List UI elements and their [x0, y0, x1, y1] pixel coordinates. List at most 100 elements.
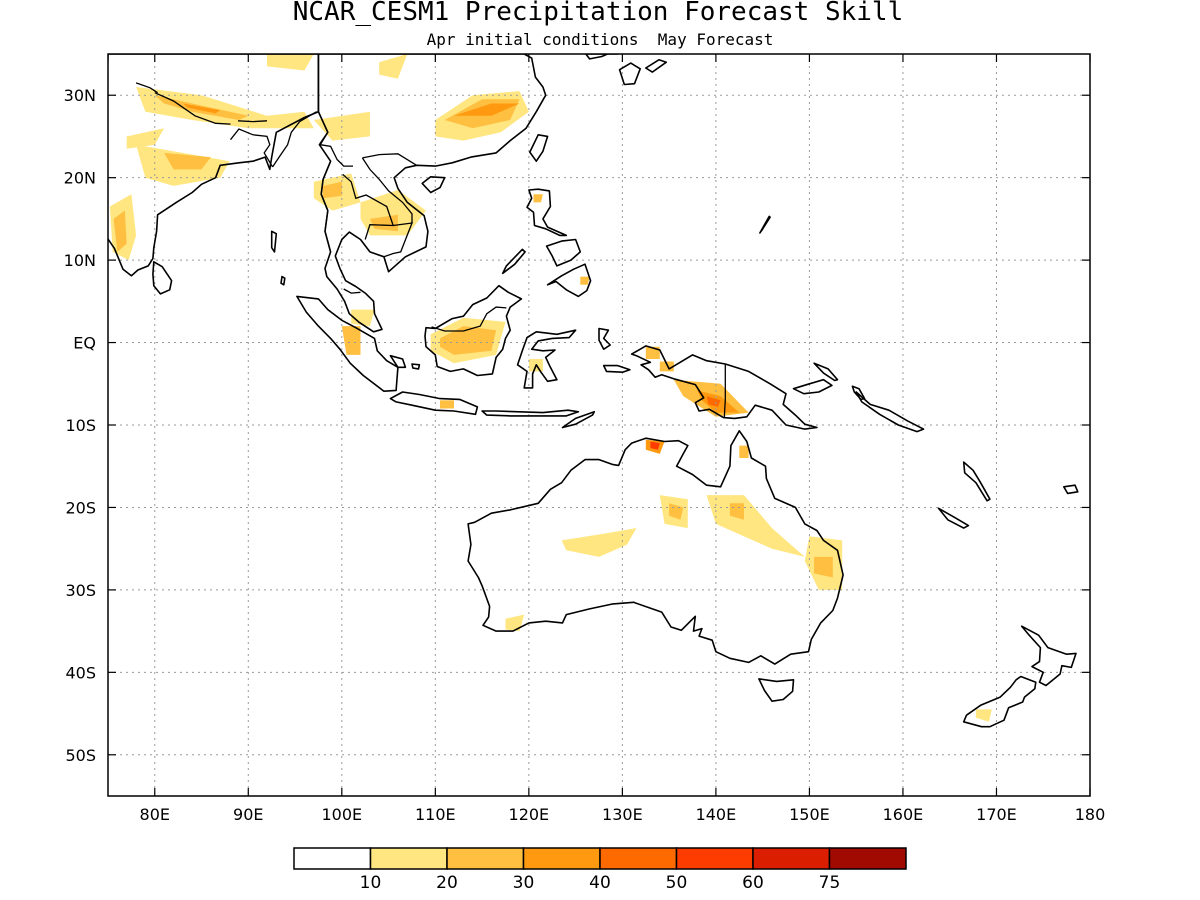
- coastline-belitung: [411, 363, 421, 370]
- lon-label: 160E: [883, 805, 924, 824]
- border-pakistan-india: [108, 74, 109, 81]
- skill-region-borneo-core: [440, 326, 497, 355]
- coastline-new-guinea: [630, 345, 818, 430]
- coastline-hainan: [421, 176, 446, 194]
- border-laos-vietnam: [361, 157, 413, 223]
- coastline-borneo: [424, 284, 523, 377]
- coastline-mariana: [759, 215, 771, 234]
- coastline-mindanao: [546, 263, 592, 298]
- coastline-visayas: [545, 238, 582, 267]
- coastline-vanuatu: [962, 461, 991, 502]
- skill-region-india-west-coast-core: [113, 210, 127, 252]
- colorbar: 10 20 30 40 50 60 75: [293, 847, 907, 893]
- lat-label: 30N: [64, 86, 96, 105]
- lat-label: 20N: [64, 169, 96, 188]
- colorbar-label: 10: [360, 873, 382, 893]
- colorbar-label: 75: [819, 873, 841, 893]
- skill-region-south-china-core2: [454, 103, 520, 116]
- map-subtitle: Apr initial conditions May Forecast: [427, 30, 774, 49]
- coastline-sumatra: [296, 295, 399, 393]
- lon-label: 110E: [415, 805, 456, 824]
- skill-region-north-india: [126, 128, 165, 149]
- coastline-bougainville: [851, 385, 866, 401]
- skill-region-tibet-north: [267, 54, 314, 71]
- colorbar-swatch: [293, 847, 372, 870]
- lat-label: 10N: [64, 251, 96, 270]
- colorbar-swatch: [522, 847, 601, 870]
- colorbar-swatch: [675, 847, 754, 870]
- skill-region-central-australia: [561, 528, 637, 557]
- coastline-nz-north-island: [1020, 625, 1077, 687]
- coastline-timor: [561, 410, 596, 429]
- skill-fill-layer: [109, 54, 992, 722]
- colorbar-label: 60: [742, 873, 764, 893]
- border-malaysia-thailand: [343, 288, 361, 294]
- coastline-seram: [602, 364, 631, 374]
- coastline-new-britain: [792, 378, 833, 395]
- coastline-japan-shikoku: [644, 58, 668, 73]
- coastline-new-ireland: [813, 362, 839, 382]
- lon-label: 130E: [602, 805, 643, 824]
- lat-label: 40S: [65, 663, 96, 682]
- colorbar-swatch: [599, 847, 678, 870]
- colorbar-label: 40: [589, 873, 611, 893]
- coastline-sri-lanka: [152, 260, 173, 295]
- coastline-solomon-islands: [855, 391, 925, 433]
- skill-region-new-guinea-south-core2: [706, 396, 721, 407]
- lon-label: 90E: [233, 805, 263, 824]
- border-png-indonesia: [723, 364, 726, 418]
- coastlines: [108, 54, 1079, 728]
- lat-label: 10S: [65, 416, 96, 435]
- coastline-tasmania: [758, 678, 795, 703]
- lat-label: EQ: [73, 334, 96, 353]
- gridlines: [108, 54, 1090, 796]
- border-bangladesh: [229, 128, 274, 168]
- coastline-malay-indochina: [317, 54, 547, 333]
- coastline-nz-south-island: [962, 675, 1037, 728]
- coastline-fiji: [1063, 484, 1079, 495]
- skill-region-mindanao-east: [580, 276, 590, 285]
- lon-label: 180: [1075, 805, 1106, 824]
- border-myanmar-india: [272, 111, 317, 168]
- skill-region-south-island-nz: [975, 709, 992, 722]
- lat-label: 20S: [65, 498, 96, 517]
- lon-label: 80E: [140, 805, 170, 824]
- border-cambodia: [364, 222, 414, 258]
- colorbar-label: 30: [513, 873, 535, 893]
- coastline-new-caledonia: [937, 507, 970, 529]
- skill-region-java-east: [440, 400, 454, 409]
- coastline-lesser-sunda: [481, 409, 580, 417]
- border-china-vietnam: [362, 153, 417, 166]
- colorbar-swatch: [369, 847, 448, 870]
- lat-label: 30S: [65, 581, 96, 600]
- longitude-labels: 80E 90E 100E 110E 120E 130E 140E 150E 160E 170E 18…: [140, 54, 1106, 824]
- lon-label: 100E: [321, 805, 362, 824]
- coastline-bangka: [389, 354, 407, 369]
- coastline-halmahera: [598, 327, 612, 351]
- lat-label: 50S: [65, 746, 96, 765]
- skill-region-se-qld-core: [814, 556, 833, 578]
- map-title: NCAR_CESM1 Precipitation Forecast Skill: [293, 0, 903, 27]
- colorbar-swatch: [446, 847, 525, 870]
- colorbar-swatch: [752, 847, 831, 870]
- skill-region-himalaya: [136, 87, 314, 129]
- lon-label: 150E: [789, 805, 830, 824]
- coastline-korea-south: [585, 54, 619, 60]
- colorbar-label: 20: [436, 873, 458, 893]
- border-bhutan-india: [237, 120, 268, 123]
- coastline-australia: [467, 429, 844, 665]
- coastline-nicobar: [280, 275, 286, 286]
- border-thailand-laos: [342, 173, 394, 226]
- border-india-nepal: [154, 92, 231, 125]
- skill-region-luzon: [533, 194, 543, 203]
- skill-region-sumatra: [341, 326, 361, 355]
- coastline-luzon: [526, 188, 568, 237]
- coastline-java: [389, 391, 479, 416]
- lon-label: 140E: [696, 805, 737, 824]
- skill-region-burma-thailand-core: [323, 181, 342, 199]
- skill-region-himalaya-core2: [182, 103, 221, 114]
- skill-region-west-china: [379, 54, 408, 79]
- colorbar-swatch: [828, 847, 907, 870]
- border-china-india-west: [135, 82, 158, 94]
